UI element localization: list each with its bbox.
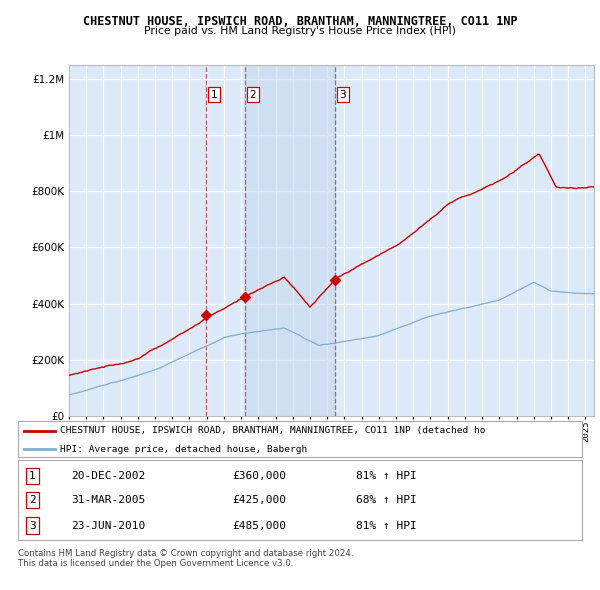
Text: 3: 3: [29, 520, 35, 530]
Text: 31-MAR-2005: 31-MAR-2005: [71, 495, 146, 505]
Text: 81% ↑ HPI: 81% ↑ HPI: [356, 520, 417, 530]
Text: 2: 2: [29, 495, 35, 505]
Text: £360,000: £360,000: [232, 471, 286, 481]
Text: 20-DEC-2002: 20-DEC-2002: [71, 471, 146, 481]
Text: CHESTNUT HOUSE, IPSWICH ROAD, BRANTHAM, MANNINGTREE, CO11 1NP: CHESTNUT HOUSE, IPSWICH ROAD, BRANTHAM, …: [83, 15, 517, 28]
Text: 1: 1: [211, 90, 217, 100]
Text: 3: 3: [340, 90, 346, 100]
Text: 23-JUN-2010: 23-JUN-2010: [71, 520, 146, 530]
Text: 68% ↑ HPI: 68% ↑ HPI: [356, 495, 417, 505]
Text: Price paid vs. HM Land Registry's House Price Index (HPI): Price paid vs. HM Land Registry's House …: [144, 26, 456, 36]
Text: £425,000: £425,000: [232, 495, 286, 505]
Text: 1: 1: [29, 471, 35, 481]
Text: CHESTNUT HOUSE, IPSWICH ROAD, BRANTHAM, MANNINGTREE, CO11 1NP (detached ho: CHESTNUT HOUSE, IPSWICH ROAD, BRANTHAM, …: [60, 427, 486, 435]
Text: 81% ↑ HPI: 81% ↑ HPI: [356, 471, 417, 481]
Text: 2: 2: [250, 90, 256, 100]
Text: £485,000: £485,000: [232, 520, 286, 530]
Bar: [245, 65, 335, 416]
Text: HPI: Average price, detached house, Babergh: HPI: Average price, detached house, Babe…: [60, 445, 308, 454]
Text: Contains HM Land Registry data © Crown copyright and database right 2024.: Contains HM Land Registry data © Crown c…: [18, 549, 353, 558]
Text: This data is licensed under the Open Government Licence v3.0.: This data is licensed under the Open Gov…: [18, 559, 293, 568]
